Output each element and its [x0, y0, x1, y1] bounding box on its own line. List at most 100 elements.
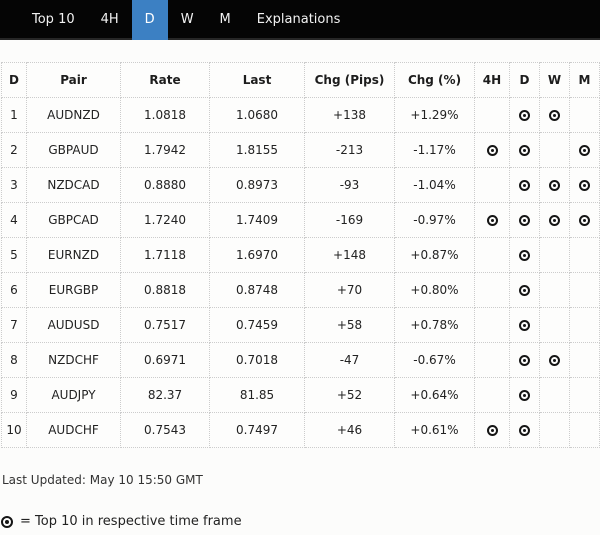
bullseye-icon	[519, 110, 530, 121]
nav-item-d[interactable]: D	[131, 0, 168, 40]
table-row: 6 EURGBP 0.8818 0.8748 +70 +0.80%	[1, 272, 600, 308]
timeframe-cell-w	[539, 167, 570, 203]
timeframe-cell-m	[569, 202, 600, 238]
table-header-row: D Pair Rate Last Chg (Pips) Chg (%) 4H D W M	[1, 62, 600, 98]
col-header-rate: Rate	[120, 62, 210, 98]
rank-cell: 1	[1, 97, 27, 133]
timeframe-cell-4h	[474, 342, 510, 378]
pair-cell: EURNZD	[26, 237, 121, 273]
timeframe-cell-m	[569, 377, 600, 413]
rate-cell: 1.7240	[120, 202, 210, 238]
bullseye-icon	[549, 215, 560, 226]
table-row: 1 AUDNZD 1.0818 1.0680 +138 +1.29%	[1, 97, 600, 133]
col-header-chg-pips: Chg (Pips)	[304, 62, 395, 98]
nav-item-explanations[interactable]: Explanations	[256, 12, 341, 27]
timeframe-cell-d	[509, 132, 540, 168]
timeframe-cell-m	[569, 342, 600, 378]
bullseye-icon	[519, 355, 530, 366]
nav-item-top-10[interactable]: Top 10	[32, 12, 75, 27]
rate-cell: 0.8818	[120, 272, 210, 308]
last-cell: 1.0680	[209, 97, 305, 133]
col-header-tf-d: D	[509, 62, 540, 98]
last-cell: 1.8155	[209, 132, 305, 168]
nav-item-4h[interactable]: 4H	[100, 12, 119, 27]
chg-pct-cell: +0.80%	[394, 272, 475, 308]
bullseye-icon	[519, 285, 530, 296]
chg-pips-cell: +52	[304, 377, 395, 413]
pair-cell: EURGBP	[26, 272, 121, 308]
rate-cell: 0.7543	[120, 412, 210, 448]
nav-item-w[interactable]: W	[180, 12, 194, 27]
timeframe-cell-4h	[474, 377, 510, 413]
chg-pct-cell: +0.87%	[394, 237, 475, 273]
bullseye-icon	[486, 425, 498, 436]
pair-cell: AUDCHF	[26, 412, 121, 448]
chg-pct-cell: +0.64%	[394, 377, 475, 413]
bullseye-icon	[519, 390, 530, 401]
legend: = Top 10 in respective time frame	[1, 514, 600, 529]
rank-cell: 5	[1, 237, 27, 273]
chg-pips-cell: -47	[304, 342, 395, 378]
pair-cell: AUDUSD	[26, 307, 121, 343]
last-cell: 81.85	[209, 377, 305, 413]
rank-cell: 3	[1, 167, 27, 203]
timeframe-cell-4h	[474, 272, 510, 308]
rank-cell: 10	[1, 412, 27, 448]
timeframe-cell-4h	[474, 307, 510, 343]
pair-cell: GBPCAD	[26, 202, 121, 238]
pair-cell: NZDCHF	[26, 342, 121, 378]
timeframe-cell-m	[569, 237, 600, 273]
timeframe-cell-w	[539, 342, 570, 378]
bullseye-icon	[1, 515, 13, 528]
rate-cell: 0.7517	[120, 307, 210, 343]
table-row: 5 EURNZD 1.7118 1.6970 +148 +0.87%	[1, 237, 600, 273]
last-cell: 0.7018	[209, 342, 305, 378]
chg-pct-cell: +0.78%	[394, 307, 475, 343]
top-nav: Top 10 4H D W M Explanations	[0, 0, 600, 40]
chg-pips-cell: +148	[304, 237, 395, 273]
chg-pips-cell: +138	[304, 97, 395, 133]
rank-cell: 9	[1, 377, 27, 413]
timeframe-cell-d	[509, 412, 540, 448]
rank-cell: 4	[1, 202, 27, 238]
last-updated-text: Last Updated: May 10 15:50 GMT	[2, 473, 203, 487]
col-header-tf-w: W	[539, 62, 570, 98]
bullseye-icon	[549, 355, 560, 366]
last-cell: 0.7459	[209, 307, 305, 343]
table-row: 10 AUDCHF 0.7543 0.7497 +46 +0.61%	[1, 412, 600, 448]
bullseye-icon	[519, 145, 530, 156]
rate-cell: 0.8880	[120, 167, 210, 203]
top10-table: D Pair Rate Last Chg (Pips) Chg (%) 4H D W M 1 AUD…	[1, 62, 600, 448]
last-cell: 0.8748	[209, 272, 305, 308]
timeframe-cell-m	[569, 307, 600, 343]
timeframe-cell-4h	[474, 132, 510, 168]
chg-pips-cell: -93	[304, 167, 395, 203]
col-header-last: Last	[209, 62, 305, 98]
table-row: 2 GBPAUD 1.7942 1.8155 -213 -1.17%	[1, 132, 600, 168]
nav-item-m[interactable]: M	[219, 12, 231, 27]
timeframe-cell-d	[509, 272, 540, 308]
chg-pips-cell: +58	[304, 307, 395, 343]
timeframe-cell-d	[509, 377, 540, 413]
chg-pips-cell: -169	[304, 202, 395, 238]
rank-cell: 8	[1, 342, 27, 378]
col-header-rank: D	[1, 62, 27, 98]
pair-cell: NZDCAD	[26, 167, 121, 203]
col-header-chg-pct: Chg (%)	[394, 62, 475, 98]
bullseye-icon	[519, 320, 530, 331]
rank-cell: 6	[1, 272, 27, 308]
bullseye-icon	[519, 215, 530, 226]
timeframe-cell-w	[539, 272, 570, 308]
timeframe-cell-d	[509, 342, 540, 378]
timeframe-cell-w	[539, 412, 570, 448]
timeframe-cell-d	[509, 237, 540, 273]
last-cell: 0.7497	[209, 412, 305, 448]
timeframe-cell-4h	[474, 237, 510, 273]
timeframe-cell-w	[539, 307, 570, 343]
timeframe-cell-d	[509, 167, 540, 203]
chg-pct-cell: -1.04%	[394, 167, 475, 203]
table-body: 1 AUDNZD 1.0818 1.0680 +138 +1.29% 2 GBPAUD 1.79…	[1, 97, 600, 448]
rank-cell: 7	[1, 307, 27, 343]
pair-cell: AUDJPY	[26, 377, 121, 413]
timeframe-cell-m	[569, 272, 600, 308]
